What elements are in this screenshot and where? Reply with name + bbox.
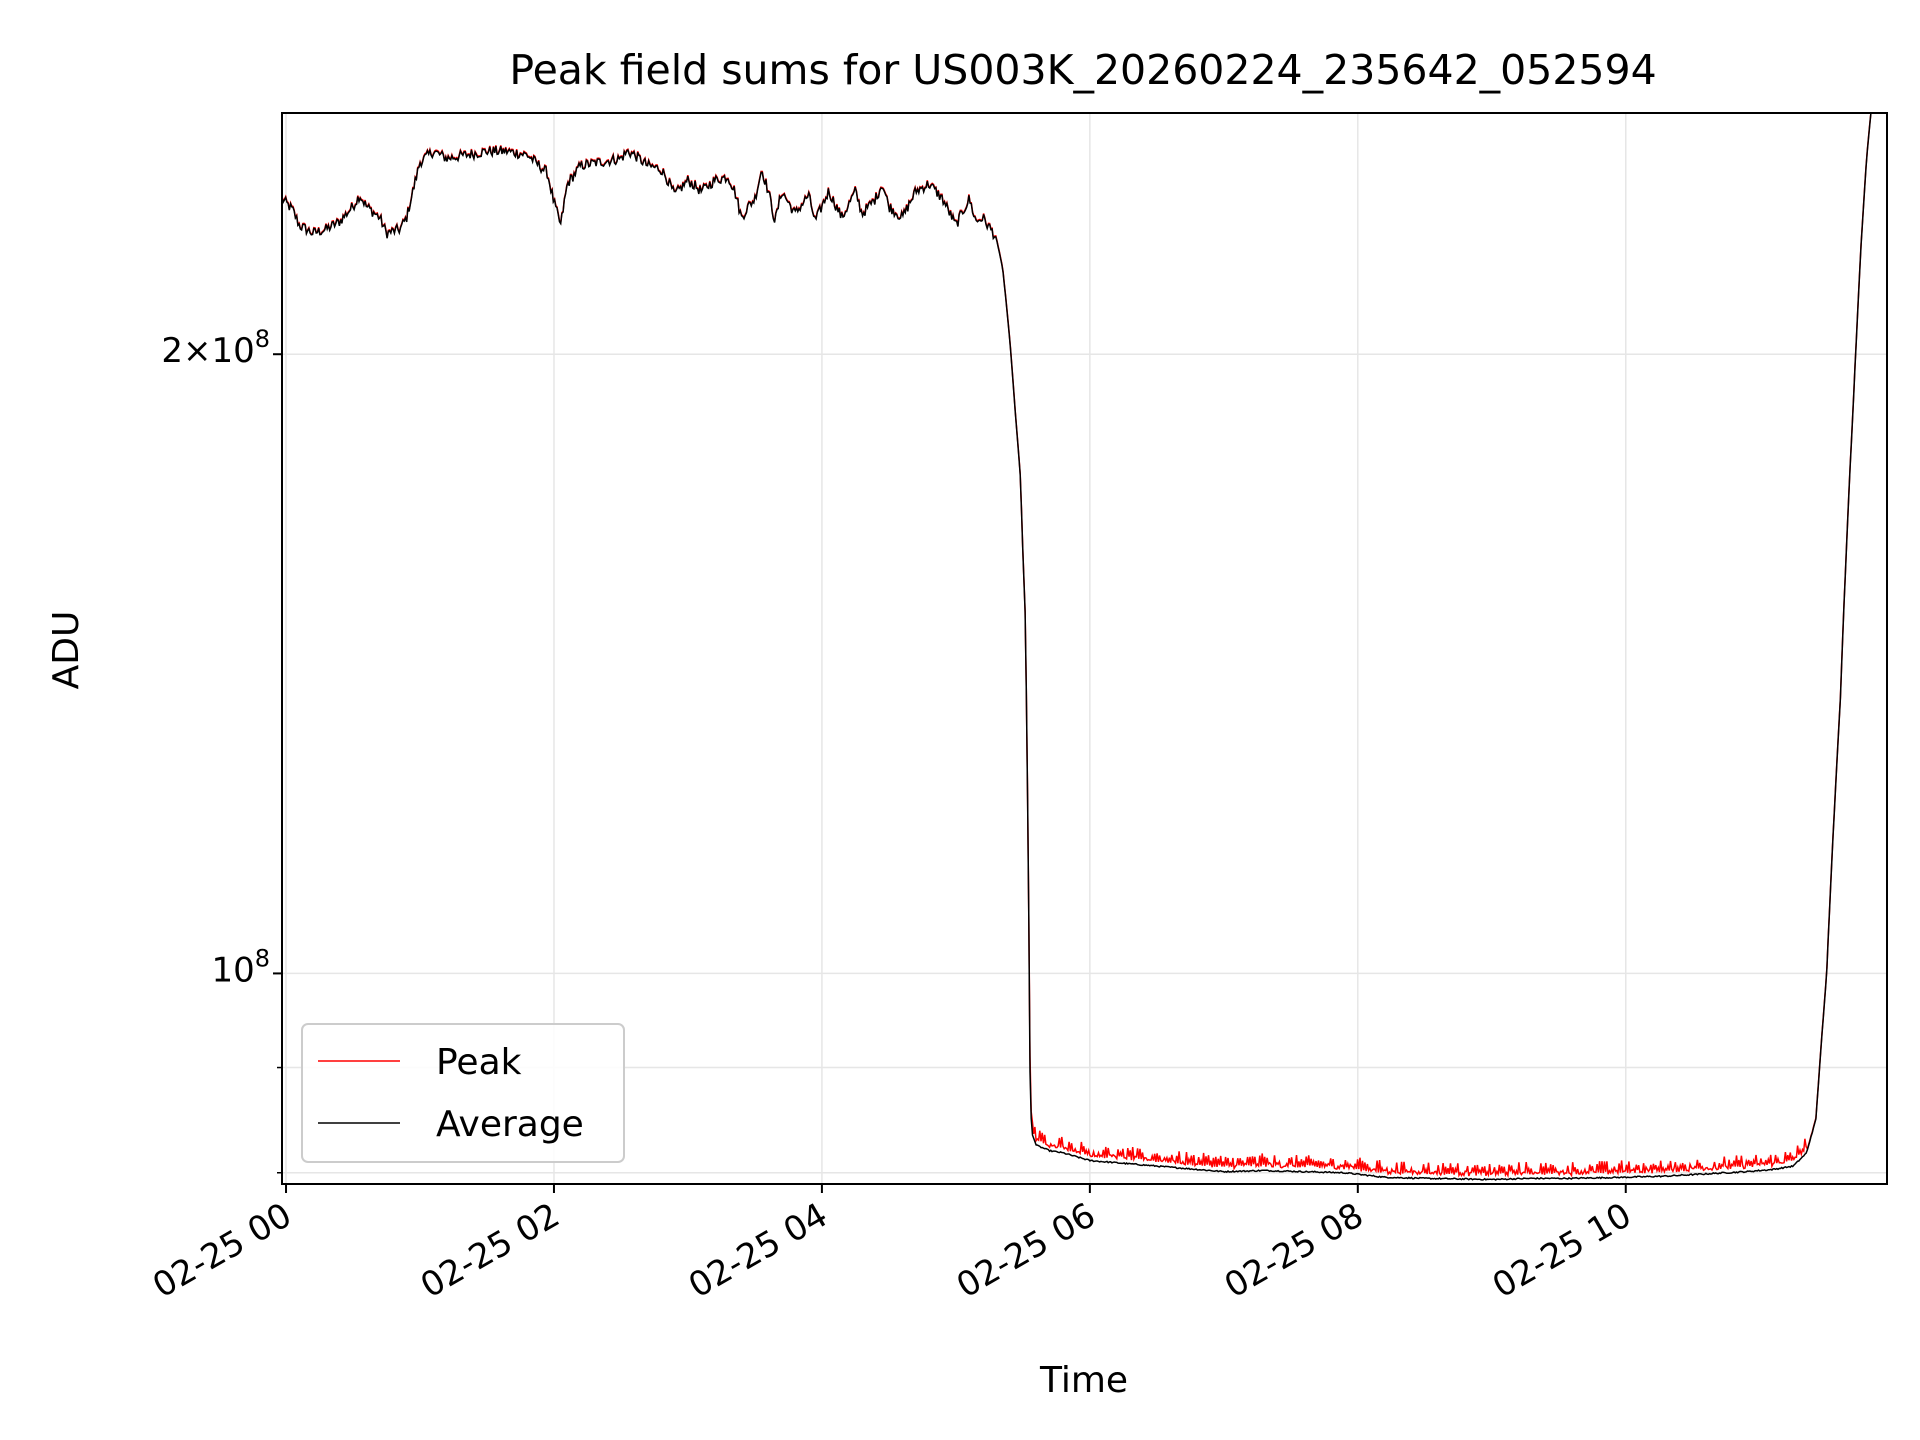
legend-average-label: Average — [436, 1104, 584, 1145]
y-tick-label-exponent: 8 — [255, 944, 270, 972]
legend-peak-label: Peak — [436, 1042, 522, 1083]
grid — [282, 113, 1887, 1184]
y-axis-label: ADU — [46, 611, 87, 690]
legend: Peak Average — [301, 1023, 625, 1163]
y-tick-label-base: 2×10 — [161, 331, 254, 371]
average-series-line — [281, 112, 1872, 1181]
y-tick-label-exponent: 8 — [255, 325, 270, 353]
legend-box — [301, 1023, 625, 1163]
plot-frame — [281, 112, 1888, 1185]
series-layer — [281, 112, 1872, 1181]
y-tick-label: 108 — [211, 944, 270, 990]
x-axis-label: Time — [1039, 1360, 1128, 1401]
y-tick-label: 2×108 — [161, 325, 270, 371]
chart-title: Peak field sums for US003K_20260224_2356… — [509, 46, 1656, 94]
y-tick-label-base: 10 — [211, 950, 254, 990]
